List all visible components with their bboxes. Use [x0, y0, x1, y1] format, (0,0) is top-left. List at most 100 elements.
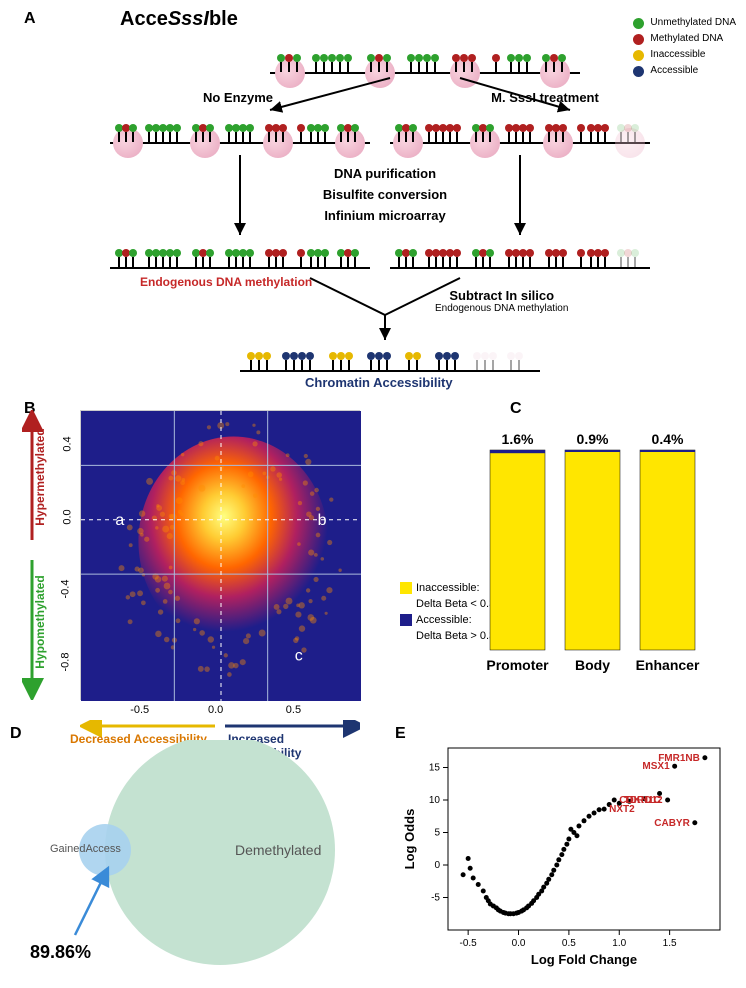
- legend-label: Inaccessible: [650, 47, 705, 63]
- cpg-lollipop: [438, 360, 440, 370]
- gene-label: CABYR: [654, 818, 690, 829]
- scatter-point: [702, 755, 707, 760]
- bar-inaccessible: [640, 450, 695, 650]
- cpg-lollipop: [510, 360, 512, 370]
- bar-accessible: [565, 450, 620, 452]
- scatter-point: [466, 856, 471, 861]
- xtick-label: 1.0: [612, 938, 626, 949]
- cpg-lollipop: [250, 360, 252, 370]
- xtick-label: -0.5: [130, 704, 149, 716]
- cpg-lollipop: [332, 360, 334, 370]
- cpg-lollipop: [408, 360, 410, 370]
- ytick-label: 10: [429, 795, 441, 806]
- scatter-point: [665, 798, 670, 803]
- dna-fragment: [240, 348, 540, 372]
- ytick-label: 5: [434, 828, 440, 839]
- scatter-point: [554, 863, 559, 868]
- cpg-lollipop: [386, 360, 388, 370]
- scatter-point: [592, 811, 597, 816]
- bar-category-label: Enhancer: [636, 657, 700, 673]
- cpg-lollipop: [348, 360, 350, 370]
- cpg-lollipop: [446, 360, 448, 370]
- xtick-label: 0.0: [512, 938, 526, 949]
- cpg-lollipop: [370, 360, 372, 370]
- density-region-label: c: [295, 648, 303, 665]
- cpg-lollipop: [454, 360, 456, 370]
- xtick-label: 0.5: [286, 704, 301, 716]
- ytick-label: 15: [429, 763, 441, 774]
- scatter-point: [556, 857, 561, 862]
- scatter-point: [561, 847, 566, 852]
- bar-pct-label: 0.9%: [577, 431, 609, 447]
- bar-inaccessible: [565, 450, 620, 650]
- xtick-label: 0.0: [208, 704, 223, 716]
- xtick-label: 1.5: [663, 938, 677, 949]
- scatter-point: [576, 824, 581, 829]
- legend-label: Methylated DNA: [650, 31, 723, 47]
- legend-label: Accessible: [650, 63, 698, 79]
- scatter-point: [468, 866, 473, 871]
- scatter-point: [566, 837, 571, 842]
- yaxis-label: Log Odds: [402, 809, 417, 870]
- bar-pct-label: 0.4%: [652, 431, 684, 447]
- scatter-point: [602, 807, 607, 812]
- scatter-point: [587, 814, 592, 819]
- bar-inaccessible: [490, 450, 545, 650]
- panel-label-C: C: [510, 400, 522, 418]
- panel-B-xaxis: -0.50.00.5Decreased AccessibilityIncreas…: [80, 704, 360, 744]
- density-region-label: a: [115, 512, 124, 529]
- label-hypermethylated: Hypermethylated: [33, 417, 47, 537]
- ytick-label: -0.4: [60, 580, 72, 599]
- title-accesssible: AcceSssIble: [120, 8, 238, 31]
- cpg-lollipop: [258, 360, 260, 370]
- scatter-point: [559, 852, 564, 857]
- scatter-point: [564, 842, 569, 847]
- panel-D-venn: Demethylated GainedAccess 89.86%: [20, 740, 370, 980]
- legend-row: Unmethylated DNA: [633, 15, 736, 31]
- bar-category-label: Body: [575, 657, 610, 673]
- scatter-point: [568, 827, 573, 832]
- subtract-sublabel: Endogenous DNA methylation: [435, 303, 568, 314]
- panel-B-density: a b c: [80, 410, 360, 700]
- scatter-point: [574, 833, 579, 838]
- xtick-label: -0.5: [460, 938, 478, 949]
- scatter-point: [597, 807, 602, 812]
- panel-C-barchart: 1.6%Promoter0.9%Body0.4%Enhancer: [480, 420, 720, 680]
- cpg-lollipop: [484, 360, 486, 370]
- cpg-lollipop: [301, 360, 303, 370]
- scatter-point: [549, 872, 554, 877]
- venn-arrow: [75, 868, 108, 935]
- label-hypomethylated: Hypomethylated: [33, 562, 47, 682]
- xtick-label: 0.5: [562, 938, 576, 949]
- label-chromatin-accessibility: Chromatin Accessibility: [305, 375, 453, 390]
- panel-label-A: A: [24, 10, 36, 28]
- cpg-lollipop: [293, 360, 295, 370]
- diagram-A: No EnzymeM. SssI treatmentDNA purificati…: [110, 30, 650, 390]
- cpg-lollipop: [340, 360, 342, 370]
- ytick-label: -5: [431, 893, 440, 904]
- scatter-point: [692, 820, 697, 825]
- scatter-point: [546, 877, 551, 882]
- gene-label: MSX1: [642, 761, 670, 772]
- cpg-lollipop: [309, 360, 311, 370]
- venn-pct-label: 89.86%: [30, 942, 91, 962]
- scatter-point: [471, 876, 476, 881]
- bar-accessible: [640, 450, 695, 452]
- venn-big-label: Demethylated: [235, 842, 321, 858]
- ytick-label: 0: [434, 860, 440, 871]
- density-region-label: b: [318, 512, 327, 529]
- gene-label: TDRD12: [624, 795, 663, 806]
- legend-dot: [633, 18, 644, 29]
- scatter-point: [612, 798, 617, 803]
- bar-category-label: Promoter: [486, 657, 549, 673]
- cpg-lollipop: [492, 360, 494, 370]
- ytick-label: -0.8: [60, 652, 72, 671]
- ytick-label: 0.0: [61, 509, 73, 524]
- subtract-text: Subtract In silicoEndogenous DNA methyla…: [435, 288, 568, 314]
- cpg-lollipop: [518, 360, 520, 370]
- scatter-point: [461, 872, 466, 877]
- venn-small-label: GainedAccess: [50, 843, 121, 855]
- panel-E-volcano: -0.50.00.51.01.5-5051015FMR1NBMSX1CDKN1C…: [400, 740, 730, 970]
- cpg-lollipop: [378, 360, 380, 370]
- scatter-point: [551, 868, 556, 873]
